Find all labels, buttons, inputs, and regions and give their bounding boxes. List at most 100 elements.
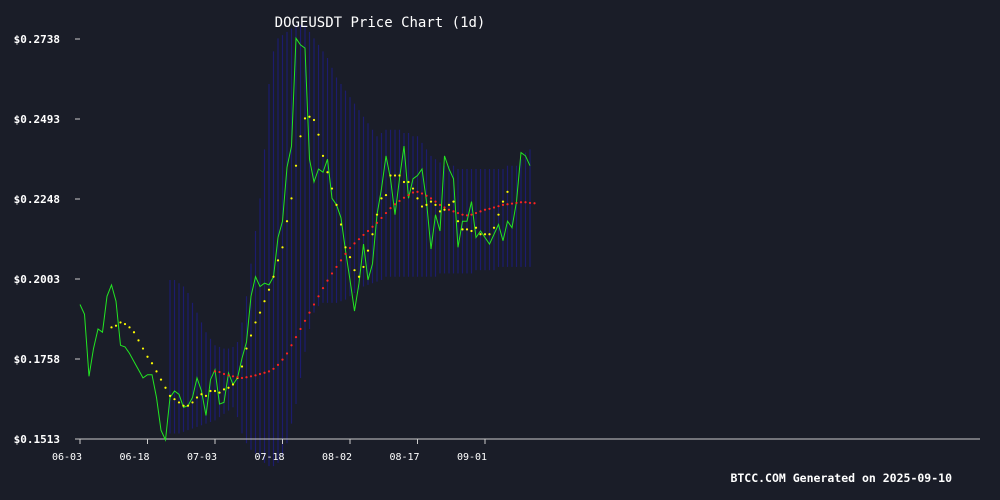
ma-short-point [339, 223, 343, 226]
ma-short-point [276, 259, 280, 262]
ma-short-point [177, 401, 181, 404]
y-tick-label: $0.1758 [14, 353, 60, 366]
ma-short-point [317, 133, 320, 136]
ma-short-point [483, 233, 487, 236]
ma-short-point [380, 197, 383, 200]
ma-long-point [326, 279, 329, 282]
ma-long-point [249, 375, 253, 378]
ma-long-point [479, 210, 482, 213]
ma-long-point [483, 208, 487, 211]
x-tick-label: 07-18 [254, 452, 284, 463]
ma-long-point [321, 287, 325, 290]
ma-short-point [218, 391, 221, 394]
ma-long-point [227, 374, 230, 377]
ma-short-point [425, 203, 428, 206]
ma-short-point [128, 326, 131, 329]
ma-long-point [290, 344, 293, 347]
ma-long-point [371, 225, 374, 228]
ma-long-point [335, 265, 338, 269]
ma-short-point [146, 355, 149, 358]
axis-layer: $0.2738 $0.2493 $0.2248 $0.2003 $0.1758 $0.15… [14, 33, 980, 463]
y-tick-label: $0.2248 [14, 193, 60, 206]
ma-long-point [515, 201, 518, 205]
band-layer [169, 25, 531, 467]
ma-long-point [488, 207, 491, 210]
ma-short-point [312, 118, 316, 122]
ma-long-point [438, 203, 442, 206]
ma-short-point [407, 180, 410, 184]
ma-short-point [231, 383, 235, 386]
ma-long-point [218, 370, 221, 374]
ma-short-point [461, 228, 464, 231]
y-tick-label: $0.2738 [14, 33, 60, 46]
ma-long-point [330, 272, 334, 275]
ma-short-point [402, 180, 406, 184]
ma-short-point [191, 401, 194, 404]
ma-short-point [155, 370, 158, 373]
y-tick-label: $0.2493 [14, 113, 60, 126]
ma-long-point [443, 206, 446, 209]
ma-short-point [294, 164, 298, 167]
ma-long-point [425, 194, 428, 197]
ma-short-point [164, 386, 167, 389]
ma-long-point [344, 252, 347, 255]
price-line [79, 36, 531, 442]
ma-short-point [335, 203, 338, 206]
ma-short-point [159, 378, 163, 381]
ma-short-point [321, 154, 325, 157]
ma-short-point [285, 220, 289, 223]
ma-long-point [272, 367, 275, 370]
ma-long-point [393, 203, 397, 206]
ma-short-point [375, 213, 379, 216]
ma-short-point [114, 324, 118, 327]
ma-short-point [434, 203, 437, 206]
ma-short-point [249, 334, 253, 337]
ma-short-point [290, 197, 293, 200]
ma-long-point [308, 311, 311, 314]
ma-long-point [240, 376, 244, 380]
ma-long-point [285, 352, 289, 355]
ma-short-point [371, 233, 374, 236]
ma-short-point [150, 362, 154, 365]
ma-long-point [339, 259, 343, 262]
ma-long-point [231, 375, 235, 378]
ma-short-point [123, 322, 127, 326]
ma-long-point [366, 229, 370, 233]
x-tick-label: 06-18 [119, 452, 149, 463]
ma-long-point [263, 371, 266, 374]
ma-short-point [110, 326, 113, 329]
ma-short-point [384, 193, 388, 197]
ma-short-point [299, 135, 302, 138]
x-tick-label: 09-01 [457, 452, 487, 463]
y-tick-label: $0.2003 [14, 273, 60, 286]
ma-short-point [209, 389, 212, 393]
ma-short-point [119, 321, 122, 324]
ma-short-point [438, 210, 442, 213]
ma-short-point [227, 386, 230, 389]
ma-short-point [222, 388, 226, 391]
ma-short-point [132, 331, 136, 334]
ma-short-point [308, 115, 311, 118]
ma-short-point [393, 174, 397, 177]
ma-short-point [416, 197, 419, 200]
ma-short-point [443, 208, 446, 211]
ma-short-point [411, 187, 415, 190]
ma-short-point [213, 389, 217, 393]
ma-long-point [411, 191, 415, 194]
ma-short-point [488, 233, 491, 236]
ma-long-point [380, 216, 383, 220]
ma-short-point [492, 226, 496, 229]
ma-long-point [312, 303, 316, 306]
ma-short-point [357, 275, 361, 278]
ma-short-point [200, 393, 203, 396]
ma-short-point [429, 200, 433, 203]
ma-short-point [263, 300, 266, 303]
ma-long-point [506, 203, 509, 206]
ma-long-point [303, 319, 307, 322]
ma-short-point [456, 220, 460, 223]
x-tick-label: 08-17 [389, 452, 419, 463]
ma-short-point [506, 190, 509, 193]
ma-long-point [267, 370, 271, 373]
ma-long-point [245, 376, 248, 379]
